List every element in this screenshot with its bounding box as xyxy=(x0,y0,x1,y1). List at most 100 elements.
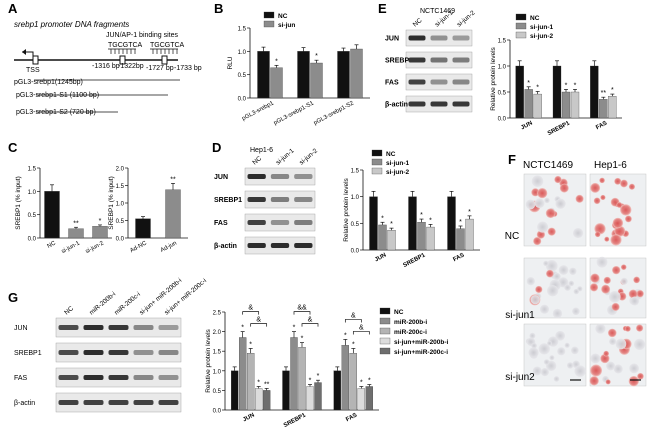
stained-cell xyxy=(624,325,631,332)
comparison-bracket xyxy=(293,311,311,315)
legend-label: miR-200b-i xyxy=(394,319,427,326)
blot-band xyxy=(452,57,470,63)
bar xyxy=(337,51,350,99)
blot-band xyxy=(294,220,313,225)
blot-band xyxy=(247,197,266,202)
x-tick-label: FAS xyxy=(345,412,358,423)
stained-cell xyxy=(624,215,632,223)
site-box-2 xyxy=(161,55,168,65)
stained-cell xyxy=(575,194,584,203)
tss-box xyxy=(32,55,39,65)
panel-b: B 0.00.51.01.5RLUpGL3-srebp1pGL3-srebp1-… xyxy=(214,1,370,127)
blot-band xyxy=(430,79,448,85)
significance-mark: * xyxy=(360,379,363,386)
x-tick-label: Ad-NC xyxy=(129,240,148,254)
bar xyxy=(341,345,349,411)
lane-label: NC xyxy=(63,305,75,317)
y-axis-label: RLU xyxy=(227,56,234,69)
stained-cell xyxy=(552,308,563,319)
stained-cell xyxy=(613,364,623,374)
panel-f: F NCTC1469 Hep1-6 NC si-jun1 si-jun2 xyxy=(505,152,647,387)
lane-label: si-jun-1 xyxy=(275,147,296,166)
stained-cell xyxy=(628,376,639,387)
bar xyxy=(524,89,533,119)
bar xyxy=(44,191,60,239)
stained-cell xyxy=(590,273,600,283)
significance-mark: ** xyxy=(264,381,270,388)
stained-cell xyxy=(594,231,601,238)
blot-band xyxy=(294,197,313,202)
stained-cell xyxy=(599,177,605,184)
bar xyxy=(357,388,365,411)
pos-1727: -1727 bp xyxy=(146,65,174,72)
stained-cell xyxy=(544,197,550,204)
x-tick-label: pGL3-srebp1 xyxy=(241,100,275,122)
bar xyxy=(310,62,323,99)
stained-cell xyxy=(590,353,601,364)
stained-cell xyxy=(538,343,550,355)
blot-band xyxy=(247,220,266,225)
bar xyxy=(378,224,387,251)
stained-cell xyxy=(605,379,611,385)
bar xyxy=(263,390,271,411)
legend-label: si-jun-2 xyxy=(386,169,409,176)
bar xyxy=(92,226,108,239)
blot-band xyxy=(133,400,154,405)
blot-row-label: JUN xyxy=(385,36,399,43)
blot-row-label: β-actin xyxy=(214,243,237,250)
stained-cell xyxy=(555,198,566,209)
stained-cell xyxy=(590,364,603,377)
stained-cell xyxy=(528,347,539,358)
stained-cell xyxy=(615,338,627,350)
y-tick-label: 0.5 xyxy=(351,222,360,228)
legend-swatch xyxy=(263,20,275,28)
bar xyxy=(306,386,314,411)
panel-b-label: B xyxy=(214,1,223,16)
stained-cell xyxy=(603,350,609,357)
blot-band xyxy=(83,350,104,355)
bar xyxy=(570,91,580,119)
bar xyxy=(333,370,341,411)
bar xyxy=(590,65,599,119)
x-tick-label: Ad-jun xyxy=(160,240,178,253)
blot-row-label: SREBP1 xyxy=(385,58,413,65)
legend-swatch xyxy=(515,13,527,21)
bar xyxy=(247,353,255,411)
lane-label: miR-200c-i xyxy=(113,291,142,317)
construct-full: pGL3-srebp1(1245bp) xyxy=(14,79,83,86)
comparison-mark: && xyxy=(297,305,307,312)
stained-cell xyxy=(607,328,617,338)
pos-1316: -1316 bp xyxy=(92,63,120,70)
y-tick-label: 0.0 xyxy=(116,237,125,243)
bar xyxy=(349,353,357,411)
stained-cell xyxy=(559,183,569,193)
blot-row-label: JUN xyxy=(214,174,228,181)
bar xyxy=(417,222,426,251)
blot-band xyxy=(133,375,154,380)
y-tick-label: 0.0 xyxy=(28,237,37,243)
stained-cell xyxy=(594,223,606,235)
lane-label: miR-200b-i xyxy=(88,291,117,317)
blot-band xyxy=(452,79,470,85)
blot-band xyxy=(294,243,313,248)
blot-row-label: FAS xyxy=(385,80,399,87)
pos-1322: -1322bp xyxy=(118,63,144,70)
y-tick-label: 1.0 xyxy=(498,65,507,71)
x-tick-label: FAS xyxy=(452,252,465,263)
bar xyxy=(387,230,396,251)
stained-cell xyxy=(530,295,540,305)
y-tick-label: 2.5 xyxy=(213,311,222,317)
blot-band xyxy=(58,400,79,405)
significance-mark: * xyxy=(309,378,312,385)
bar xyxy=(257,51,270,99)
stained-cell xyxy=(531,342,537,349)
blot-band xyxy=(133,325,154,330)
bar xyxy=(552,65,562,119)
blot-row-label: SREBP1 xyxy=(214,197,242,204)
micrograph xyxy=(589,323,647,387)
stained-cell xyxy=(593,197,601,205)
panel-e-label: E xyxy=(378,1,387,16)
bar xyxy=(298,347,306,411)
blot-row-label: β-actin xyxy=(14,400,35,407)
